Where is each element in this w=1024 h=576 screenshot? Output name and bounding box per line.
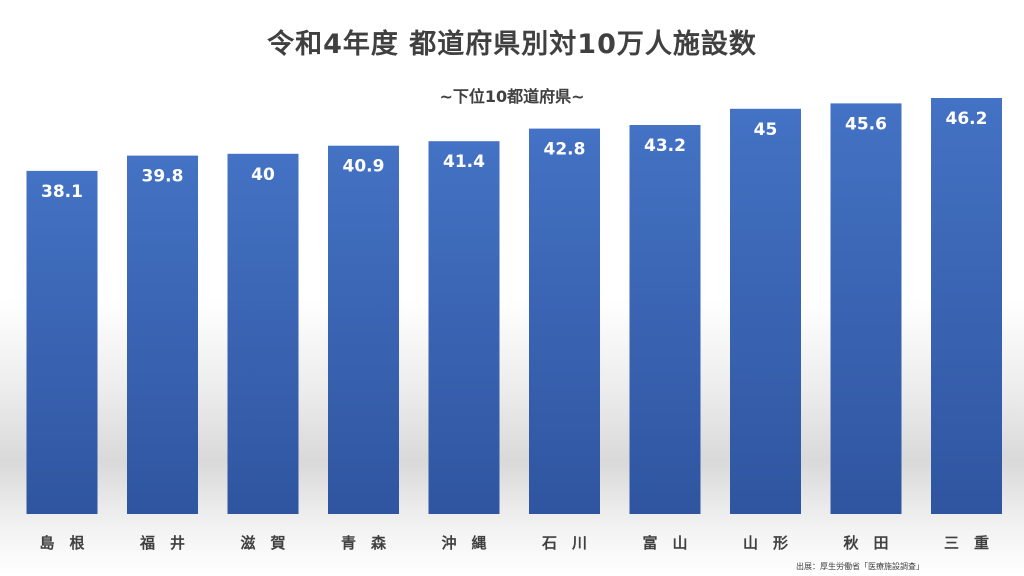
bar-6 [629, 125, 701, 514]
data-label-4: 41.4 [443, 152, 485, 172]
bar-4 [428, 141, 500, 514]
category-label-4: 沖 縄 [441, 534, 486, 552]
category-label-3: 青 森 [341, 534, 387, 552]
data-label-1: 39.8 [142, 167, 184, 187]
data-label-5: 42.8 [544, 140, 586, 160]
category-label-0: 島 根 [39, 534, 84, 552]
category-label-7: 山 形 [743, 534, 788, 552]
category-label-5: 石 川 [541, 534, 587, 552]
category-label-2: 滋 賀 [240, 534, 285, 552]
chart-subtitle: ~下位10都道府県~ [439, 87, 585, 106]
data-label-6: 43.2 [644, 136, 686, 156]
bar-5 [529, 128, 600, 514]
data-label-8: 45.6 [845, 114, 887, 134]
bar-7 [730, 108, 801, 515]
data-label-9: 46.2 [946, 109, 988, 129]
bar-1 [127, 155, 198, 514]
data-label-7: 45 [754, 120, 778, 140]
bar-9 [931, 98, 1002, 514]
category-label-1: 福 井 [139, 534, 185, 552]
chart-title: 令和4年度 都道府県別対10万人施設数 [267, 29, 757, 60]
bar-8 [830, 103, 902, 515]
bar-2 [227, 153, 299, 515]
source-note: 出展：厚生労働省「医療施設調査」 [796, 562, 924, 571]
bar-3 [328, 145, 399, 514]
category-label-6: 富 山 [642, 534, 687, 552]
bar-0 [26, 170, 98, 514]
category-label-8: 秋 田 [843, 534, 888, 552]
data-label-0: 38.1 [41, 182, 83, 202]
category-label-9: 三 重 [944, 534, 989, 552]
data-label-2: 40 [251, 165, 275, 185]
data-label-3: 40.9 [343, 157, 385, 177]
